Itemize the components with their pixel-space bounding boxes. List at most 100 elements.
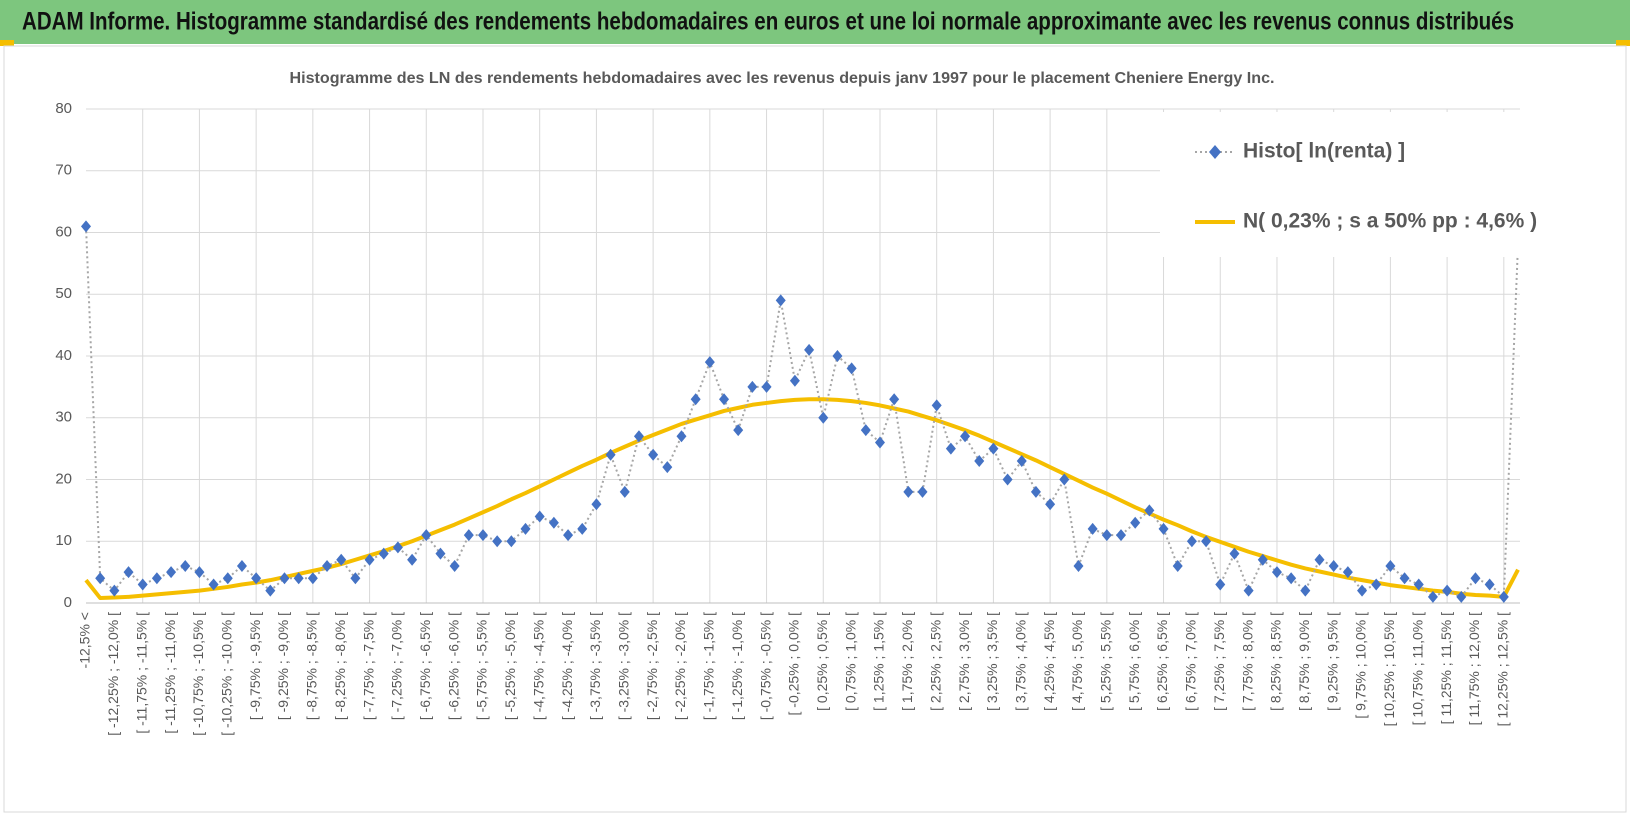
x-tick-label: [ 5,75% ; 6,0% [ [1126, 612, 1142, 711]
marker [704, 356, 715, 369]
corner [1616, 40, 1630, 46]
y-tick-label: 40 [55, 347, 72, 364]
series-line [85, 226, 1519, 599]
marker [1172, 559, 1183, 572]
marker [506, 535, 517, 548]
marker [1101, 529, 1112, 542]
marker [1116, 529, 1127, 542]
x-tick-label: [ 3,75% ; 4,0% [ [1012, 612, 1028, 711]
marker [180, 559, 191, 572]
marker [95, 572, 106, 585]
marker [903, 485, 914, 498]
x-tick-label: [ -0,75% ; -0,5% [ [757, 612, 773, 720]
x-tick-label: [ -3,75% ; -3,5% [ [587, 612, 603, 720]
marker [889, 393, 900, 406]
x-tick-label: [ 6,25% ; 6,5% [ [1154, 612, 1170, 711]
x-tick-label: [ -5,25% ; -5,0% [ [502, 612, 518, 720]
marker [563, 529, 574, 542]
legend-label: Histo[ ln(renta) ] [1243, 140, 1405, 163]
marker [208, 578, 219, 591]
marker [1328, 559, 1339, 572]
marker [492, 535, 503, 548]
marker [279, 572, 290, 585]
x-tick-label: [ -2,75% ; -2,5% [ [644, 612, 660, 720]
x-tick-label: [ -5,75% ; -5,5% [ [474, 612, 490, 720]
marker [1484, 578, 1495, 591]
x-tick-label: [ 7,75% ; 8,0% [ [1239, 612, 1255, 711]
corner [0, 40, 14, 46]
x-tick-label: [ 9,75% ; 10,0% [ [1353, 612, 1369, 719]
marker [789, 374, 800, 387]
x-tick-label: [ 4,25% ; 4,5% [ [1041, 612, 1057, 711]
x-tick-label: [ -4,75% ; -4,5% [ [530, 612, 546, 720]
marker [1442, 584, 1453, 597]
marker [1498, 590, 1509, 603]
x-tick-label: [ -11,25% ; -11,0% [ [162, 612, 178, 734]
x-tick-label: [ -2,25% ; -2,0% [ [672, 612, 688, 720]
marker [1399, 572, 1410, 585]
x-tick-label: [ 8,75% ; 9,0% [ [1296, 612, 1312, 711]
marker [1371, 578, 1382, 591]
marker [392, 541, 403, 554]
header-band [0, 0, 1630, 44]
marker [1427, 590, 1438, 603]
marker [534, 510, 545, 523]
marker [832, 350, 843, 362]
marker [931, 399, 942, 412]
x-tick-label: [ -8,25% ; -8,0% [ [332, 612, 348, 720]
marker [293, 572, 304, 585]
marker [307, 572, 318, 585]
y-tick-label: 80 [55, 100, 72, 117]
marker [960, 430, 971, 443]
marker [336, 553, 347, 566]
marker [463, 529, 474, 542]
x-tick-label: [ 12,25% ; 12,5% [ [1495, 612, 1511, 727]
x-tick-label: [ -8,75% ; -8,5% [ [304, 612, 320, 720]
marker [719, 393, 730, 406]
marker [690, 393, 701, 406]
x-tick-label: [ -7,75% ; -7,5% [ [360, 612, 376, 720]
marker [477, 529, 488, 542]
marker [194, 566, 205, 579]
marker [520, 522, 531, 535]
legend-marker [1209, 145, 1221, 159]
marker [1300, 584, 1311, 597]
marker [251, 572, 262, 585]
y-tick-label: 10 [55, 532, 72, 549]
marker [974, 454, 985, 467]
marker [1243, 584, 1254, 597]
marker [1201, 535, 1212, 548]
x-tick-label: [ -6,75% ; -6,5% [ [417, 612, 433, 720]
x-tick-label: [ 0,25% ; 0,5% [ [814, 612, 830, 711]
marker [747, 380, 758, 393]
marker [733, 424, 744, 437]
marker [1073, 559, 1084, 572]
marker [350, 572, 361, 585]
x-tick-label: [ 11,25% ; 11,5% [ [1438, 612, 1454, 724]
marker [1357, 584, 1368, 597]
x-tick-label: [ -1,25% ; -1,0% [ [729, 612, 745, 720]
marker [123, 566, 134, 579]
marker [846, 362, 857, 375]
marker [1144, 504, 1155, 517]
marker [435, 547, 446, 560]
marker [1271, 566, 1282, 579]
marker [648, 448, 659, 461]
marker [917, 485, 928, 498]
marker [988, 442, 999, 455]
marker [222, 572, 233, 585]
marker [1045, 498, 1056, 511]
marker [364, 553, 375, 566]
marker [1470, 572, 1481, 585]
chart-border [3, 45, 1627, 813]
marker [421, 529, 432, 542]
marker [775, 294, 786, 307]
marker [1314, 553, 1325, 566]
marker [548, 516, 559, 529]
x-tick-label: [ 1,25% ; 1,5% [ [871, 612, 887, 711]
y-tick-label: 70 [55, 162, 72, 179]
marker [1130, 516, 1141, 529]
x-tick-label: [ 2,75% ; 3,0% [ [956, 612, 972, 711]
marker [109, 584, 120, 597]
marker [619, 485, 630, 498]
